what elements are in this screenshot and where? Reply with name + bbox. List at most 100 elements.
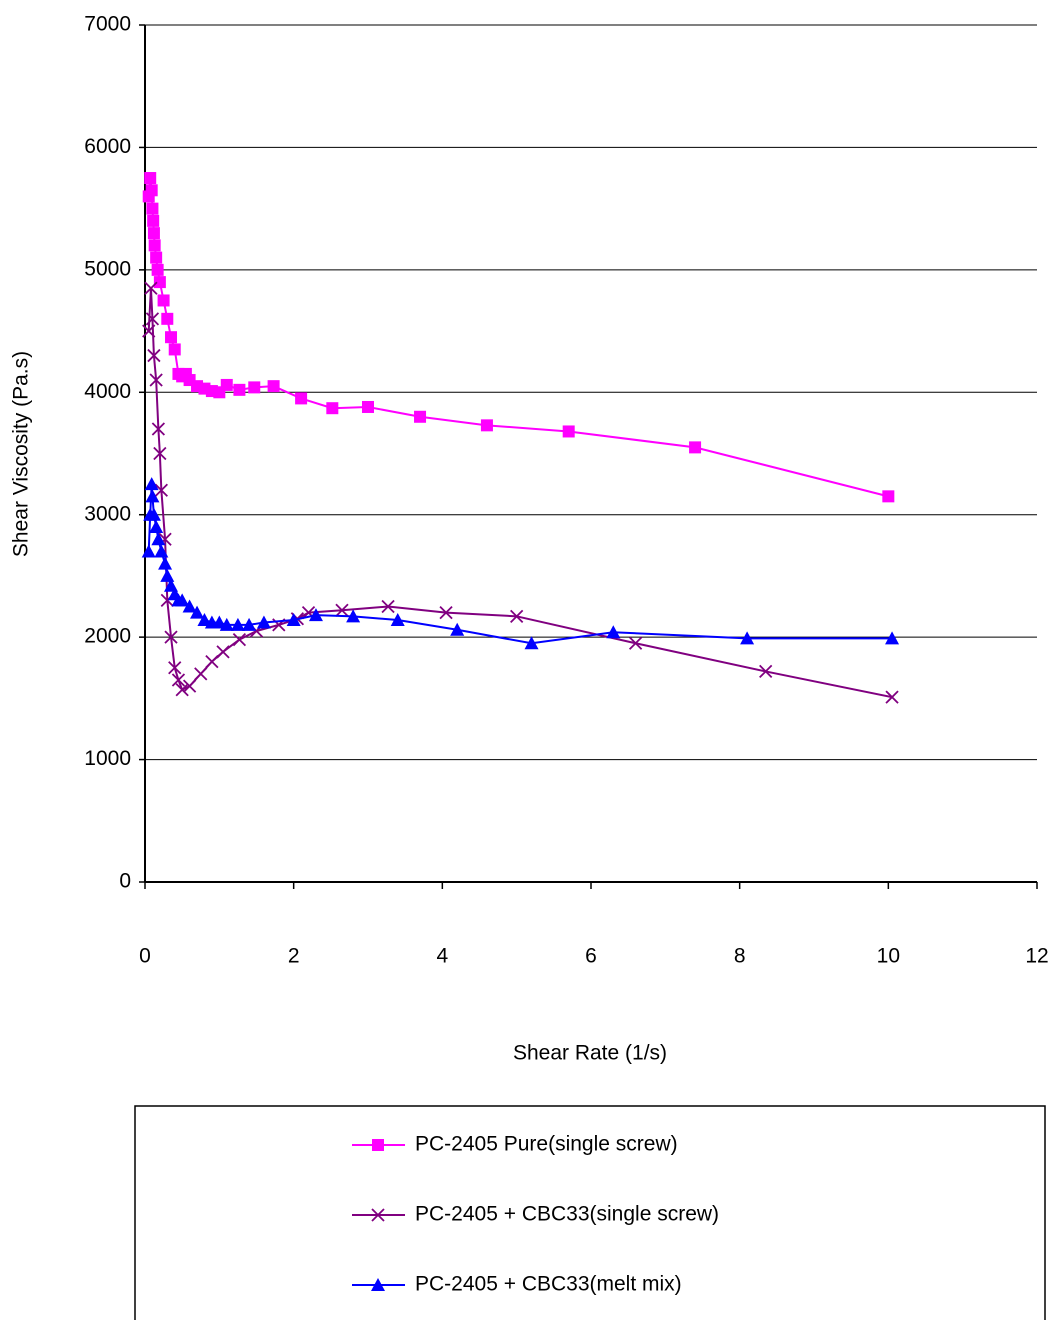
marker xyxy=(146,507,161,521)
marker xyxy=(141,544,156,558)
x-tick-label: 0 xyxy=(139,945,151,968)
marker xyxy=(220,378,233,391)
marker xyxy=(295,392,308,405)
marker xyxy=(197,613,212,627)
marker xyxy=(168,343,181,356)
y-tick-label: 0 xyxy=(119,870,131,893)
marker xyxy=(153,446,167,461)
legend-label: PC-2405 + CBC33(melt mix) xyxy=(415,1273,682,1296)
y-tick-label: 3000 xyxy=(84,502,131,525)
marker xyxy=(335,603,349,617)
marker xyxy=(151,263,164,276)
marker xyxy=(175,683,189,697)
x-tick-label: 12 xyxy=(1025,945,1048,968)
marker xyxy=(689,441,702,454)
marker xyxy=(165,331,178,344)
x-tick-label: 4 xyxy=(436,945,448,968)
marker xyxy=(205,654,219,669)
marker xyxy=(144,281,158,295)
marker xyxy=(145,312,160,326)
marker xyxy=(182,599,197,613)
marker xyxy=(154,544,169,558)
marker xyxy=(381,599,395,614)
marker xyxy=(230,617,245,631)
marker xyxy=(142,324,156,338)
marker xyxy=(233,383,246,396)
marker xyxy=(882,490,895,503)
x-tick-label: 6 xyxy=(585,945,597,968)
marker xyxy=(147,227,160,240)
marker xyxy=(151,532,166,546)
marker xyxy=(147,214,160,227)
marker xyxy=(175,593,190,607)
marker xyxy=(150,251,163,264)
marker xyxy=(161,312,174,325)
x-axis-title: Shear Rate (1/s) xyxy=(513,1042,667,1065)
marker xyxy=(308,608,323,622)
legend-label: PC-2405 Pure(single screw) xyxy=(415,1133,678,1156)
marker xyxy=(242,617,257,631)
marker xyxy=(153,276,166,289)
marker xyxy=(154,483,168,497)
marker xyxy=(371,1278,385,1291)
legend-label: PC-2405 + CBC33(single screw) xyxy=(415,1203,719,1226)
marker xyxy=(414,410,427,423)
marker xyxy=(606,625,621,639)
marker xyxy=(256,615,271,629)
marker xyxy=(190,605,205,619)
marker xyxy=(232,632,247,647)
x-tick-label: 10 xyxy=(877,945,900,968)
marker xyxy=(362,400,374,413)
marker xyxy=(144,477,159,491)
marker xyxy=(759,664,773,679)
y-tick-label: 5000 xyxy=(84,257,131,280)
marker xyxy=(326,402,339,415)
marker xyxy=(248,381,261,394)
marker xyxy=(212,615,227,629)
y-tick-label: 6000 xyxy=(84,135,131,158)
marker xyxy=(450,622,465,636)
marker xyxy=(628,636,643,650)
marker xyxy=(160,568,175,582)
marker xyxy=(147,348,161,363)
marker xyxy=(885,690,899,704)
marker xyxy=(151,422,166,436)
x-tick-label: 2 xyxy=(288,945,300,968)
marker xyxy=(885,631,900,645)
marker xyxy=(149,519,164,533)
marker xyxy=(390,613,405,627)
marker xyxy=(286,613,301,627)
marker xyxy=(562,425,575,438)
marker xyxy=(146,202,159,215)
marker xyxy=(371,1208,385,1222)
marker xyxy=(219,617,234,631)
marker xyxy=(346,609,361,623)
marker xyxy=(740,631,755,645)
marker xyxy=(267,380,280,393)
y-tick-label: 2000 xyxy=(84,625,131,648)
marker xyxy=(168,661,182,675)
marker xyxy=(145,184,158,197)
marker xyxy=(149,373,163,387)
marker xyxy=(439,606,453,620)
marker xyxy=(171,673,186,687)
marker xyxy=(524,636,539,650)
series-line xyxy=(147,177,889,498)
marker xyxy=(158,556,173,570)
marker xyxy=(480,419,493,432)
y-tick-label: 1000 xyxy=(84,747,131,770)
legend-box xyxy=(134,1105,1046,1320)
marker xyxy=(216,645,230,659)
y-tick-label: 7000 xyxy=(84,13,131,36)
x-tick-label: 8 xyxy=(734,945,746,968)
marker xyxy=(144,172,157,185)
marker xyxy=(157,294,170,307)
marker xyxy=(145,489,160,503)
y-axis-title: Shear Viscosity (Pa.s) xyxy=(10,351,33,557)
marker xyxy=(148,239,161,252)
y-tick-label: 4000 xyxy=(84,380,131,403)
marker xyxy=(372,1139,384,1151)
marker xyxy=(194,667,208,681)
